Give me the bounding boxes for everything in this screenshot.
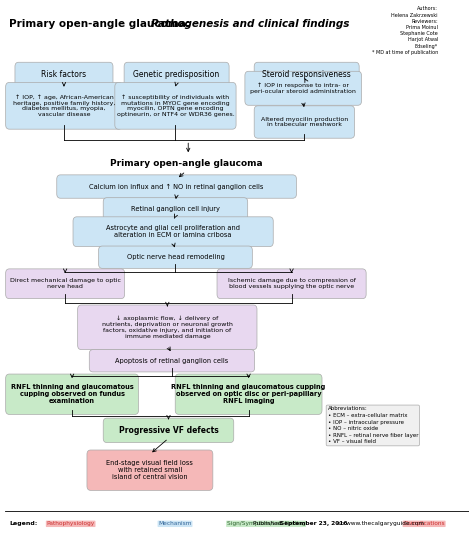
Text: Progressive VF defects: Progressive VF defects bbox=[118, 426, 219, 435]
Text: End-stage visual field loss
with retained small
island of central vision: End-stage visual field loss with retaine… bbox=[107, 460, 193, 480]
FancyBboxPatch shape bbox=[124, 62, 229, 87]
FancyBboxPatch shape bbox=[78, 305, 257, 350]
Text: Abbreviations:
• ECM – extra-cellular matrix
• IOP – intraocular pressure
• NO –: Abbreviations: • ECM – extra-cellular ma… bbox=[328, 406, 418, 444]
FancyBboxPatch shape bbox=[99, 246, 252, 268]
Text: ↑ susceptibility of individuals with
mutations in MYOC gene encoding
myocilin, O: ↑ susceptibility of individuals with mut… bbox=[117, 94, 234, 117]
Text: Pathogenesis and clinical findings: Pathogenesis and clinical findings bbox=[151, 18, 349, 29]
Text: Primary open-angle glaucoma: Primary open-angle glaucoma bbox=[109, 159, 262, 167]
FancyBboxPatch shape bbox=[6, 374, 138, 415]
Text: Primary open-angle glaucoma:: Primary open-angle glaucoma: bbox=[9, 18, 194, 29]
Text: Ischemic damage due to compression of
blood vessels supplying the optic nerve: Ischemic damage due to compression of bl… bbox=[228, 279, 356, 289]
Text: Retinal ganglion cell injury: Retinal ganglion cell injury bbox=[131, 206, 220, 212]
FancyBboxPatch shape bbox=[15, 62, 113, 87]
FancyBboxPatch shape bbox=[103, 198, 248, 220]
Text: ↓ axoplasmic flow, ↓ delivery of
nutrients, deprivation or neuronal growth
facto: ↓ axoplasmic flow, ↓ delivery of nutrien… bbox=[102, 316, 233, 339]
Text: Apoptosis of retinal ganglion cells: Apoptosis of retinal ganglion cells bbox=[115, 358, 228, 364]
Text: ↑ IOP, ↑ age, African-American
heritage, positive family history,
diabetes melli: ↑ IOP, ↑ age, African-American heritage,… bbox=[13, 94, 115, 117]
FancyBboxPatch shape bbox=[6, 82, 122, 129]
FancyBboxPatch shape bbox=[217, 269, 366, 299]
Text: Pathophysiology: Pathophysiology bbox=[46, 521, 95, 526]
Text: Legend:: Legend: bbox=[9, 521, 38, 526]
FancyBboxPatch shape bbox=[115, 82, 236, 129]
Text: Published: Published bbox=[253, 521, 283, 526]
FancyBboxPatch shape bbox=[89, 350, 255, 372]
FancyBboxPatch shape bbox=[103, 418, 234, 443]
Text: ↑ IOP in response to intra- or
peri-ocular steroid administration: ↑ IOP in response to intra- or peri-ocul… bbox=[250, 83, 356, 94]
Text: Optic nerve head remodeling: Optic nerve head remodeling bbox=[127, 254, 224, 260]
Text: Genetic predisposition: Genetic predisposition bbox=[134, 70, 220, 79]
Text: Calcium ion influx and ↑ NO in retinal ganglion cells: Calcium ion influx and ↑ NO in retinal g… bbox=[90, 184, 264, 190]
Text: RNFL thinning and glaucomatous
cupping observed on fundus
examination: RNFL thinning and glaucomatous cupping o… bbox=[11, 384, 134, 404]
FancyBboxPatch shape bbox=[73, 217, 273, 247]
Text: Altered myocilin production
in trabecular meshwork: Altered myocilin production in trabecula… bbox=[261, 117, 348, 127]
FancyBboxPatch shape bbox=[254, 106, 355, 138]
Text: RNFL thinning and glaucomatous cupping
observed on optic disc or peri-papillary
: RNFL thinning and glaucomatous cupping o… bbox=[172, 384, 326, 404]
Text: September 23, 2016: September 23, 2016 bbox=[280, 521, 348, 526]
FancyBboxPatch shape bbox=[85, 151, 287, 176]
Text: Complications: Complications bbox=[403, 521, 445, 526]
FancyBboxPatch shape bbox=[87, 450, 213, 491]
FancyBboxPatch shape bbox=[57, 175, 296, 198]
Text: Astrocyte and glial cell proliferation and
alteration in ECM or lamina cribosa: Astrocyte and glial cell proliferation a… bbox=[106, 225, 240, 238]
Text: Direct mechanical damage to optic
nerve head: Direct mechanical damage to optic nerve … bbox=[9, 279, 120, 289]
Text: Sign/Symptom/Lab Finding: Sign/Symptom/Lab Finding bbox=[227, 521, 305, 526]
Text: Risk factors: Risk factors bbox=[41, 70, 87, 79]
Text: Authors:
Helena Zakrzewski
Reviewers:
Prima Moinul
Stephanie Cote
Harjot Atwal
E: Authors: Helena Zakrzewski Reviewers: Pr… bbox=[372, 7, 438, 55]
FancyBboxPatch shape bbox=[245, 72, 362, 105]
FancyBboxPatch shape bbox=[6, 269, 125, 299]
FancyBboxPatch shape bbox=[254, 62, 359, 87]
Text: Steroid responsiveness: Steroid responsiveness bbox=[262, 70, 351, 79]
Text: Mechanism: Mechanism bbox=[158, 521, 192, 526]
Text: on www.thecalgaryguide.com: on www.thecalgaryguide.com bbox=[335, 521, 424, 526]
FancyBboxPatch shape bbox=[175, 374, 322, 415]
